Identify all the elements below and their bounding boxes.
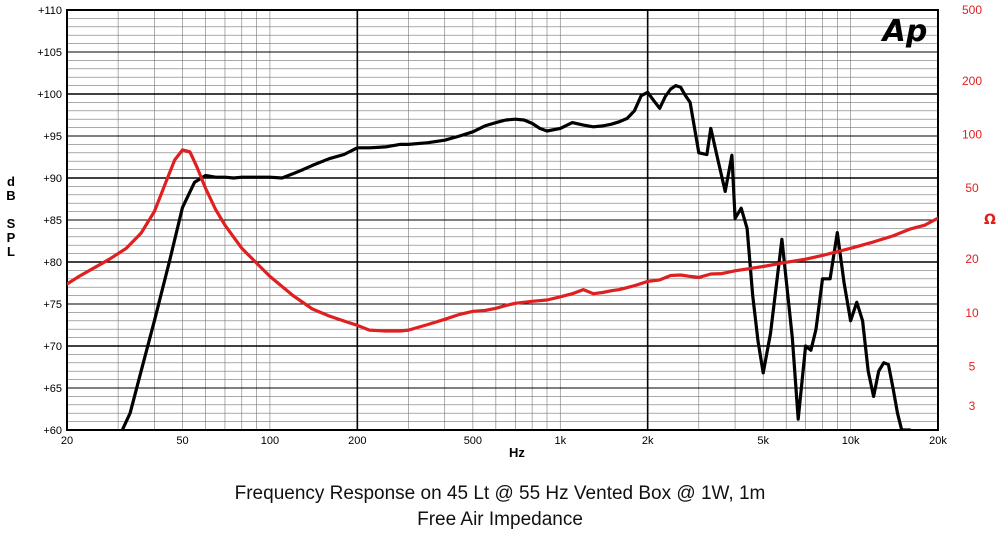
ap-logo: Ap bbox=[881, 14, 928, 49]
y-tick-labels: +60 +65 +70 +75 +80 +85 +90 +95 +100 +105 +110 bbox=[37, 5, 62, 437]
plot-frame bbox=[66, 9, 939, 431]
x-tick-label: 10k bbox=[842, 435, 860, 447]
x-tick-labels: 20 50 100 200 500 1k 2k 5k 10k 20k bbox=[61, 435, 947, 447]
x-tick-label: 100 bbox=[261, 435, 279, 447]
series-layer bbox=[67, 83, 938, 430]
y-tick-label: +85 bbox=[43, 215, 62, 227]
x-tick-label: 20k bbox=[929, 435, 947, 447]
chart-subtitle: Free Air Impedance bbox=[417, 509, 583, 530]
y-tick-label: +105 bbox=[37, 47, 62, 59]
y-tick-label: +80 bbox=[43, 257, 62, 269]
x-axis-label: Hz bbox=[509, 445, 525, 460]
y2-tick-label: 500 bbox=[962, 3, 982, 17]
major-grid bbox=[67, 10, 938, 430]
y-tick-label: +70 bbox=[43, 341, 62, 353]
y-axis-label-char: S bbox=[7, 216, 16, 231]
y2-tick-label: 200 bbox=[962, 74, 982, 88]
y2-tick-labels: 3 5 10 20 50 100 200 500 bbox=[962, 3, 982, 413]
x-tick-label: 5k bbox=[757, 435, 769, 447]
y-axis-label-char: P bbox=[7, 230, 16, 245]
x-tick-label: 20 bbox=[61, 435, 73, 447]
y-axis-label-char: B bbox=[6, 188, 15, 203]
spl-response-curve bbox=[120, 83, 912, 430]
impedance-curve bbox=[67, 148, 938, 333]
x-tick-label: 200 bbox=[348, 435, 366, 447]
y-tick-label: +90 bbox=[43, 173, 62, 185]
x-tick-label: 500 bbox=[464, 435, 482, 447]
y-tick-label: +75 bbox=[43, 299, 62, 311]
x-tick-label: 50 bbox=[176, 435, 188, 447]
y2-tick-label: 100 bbox=[962, 128, 982, 142]
x-tick-label: 2k bbox=[642, 435, 654, 447]
y2-tick-label: 20 bbox=[965, 252, 979, 266]
y-axis-label-char: L bbox=[7, 244, 15, 259]
y-axis-label-char: d bbox=[7, 174, 15, 189]
y-tick-label: +65 bbox=[43, 383, 62, 395]
y2-tick-label: 5 bbox=[969, 359, 976, 373]
chart-title: Frequency Response on 45 Lt @ 55 Hz Vent… bbox=[234, 483, 766, 504]
y-tick-label: +60 bbox=[43, 425, 62, 437]
y2-axis-label: Ω bbox=[984, 212, 996, 228]
y-tick-label: +110 bbox=[38, 5, 62, 17]
y-tick-label: +95 bbox=[43, 131, 62, 143]
y2-tick-label: 3 bbox=[969, 399, 976, 413]
x-tick-label: 1k bbox=[554, 435, 566, 447]
y2-tick-label: 50 bbox=[965, 181, 979, 195]
y-tick-label: +100 bbox=[37, 89, 62, 101]
y2-tick-label: 10 bbox=[965, 306, 979, 320]
